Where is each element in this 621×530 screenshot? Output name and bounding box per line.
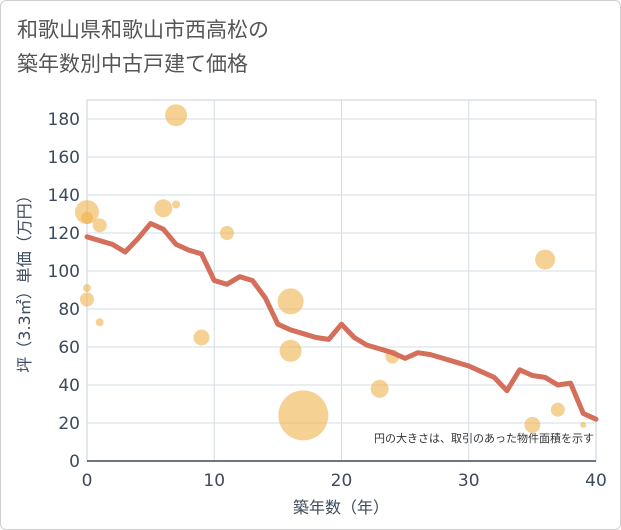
bubble-point <box>95 318 104 327</box>
bubble-point <box>278 390 329 441</box>
bubble-point <box>165 104 188 127</box>
x-tick-label: 10 <box>203 471 225 491</box>
bubble-size-note: 円の大きさは、取引のあった物件面積を示す <box>374 431 594 445</box>
bubble-point <box>580 421 587 428</box>
bubble-point <box>193 329 210 346</box>
bubble-point <box>370 379 389 398</box>
bubble-point <box>277 288 304 315</box>
y-tick-label: 160 <box>48 148 80 168</box>
y-tick-label: 0 <box>69 452 80 472</box>
bubble-point <box>83 284 91 293</box>
bubble-point <box>279 339 302 362</box>
y-tick-label: 80 <box>58 300 80 320</box>
bubble-point <box>92 218 107 233</box>
y-axis-label: 坪（3.3㎡）単価（万円） <box>15 187 34 372</box>
bubble-point <box>81 211 93 224</box>
y-tick-label: 120 <box>48 224 80 244</box>
average-price-line <box>84 221 599 422</box>
bubble-point <box>535 249 556 270</box>
bubble-point <box>550 402 565 417</box>
bubble-point <box>154 199 173 218</box>
x-tick-label: 30 <box>458 471 480 491</box>
bubble-point <box>172 200 181 209</box>
x-tick-label: 20 <box>331 471 353 491</box>
y-tick-label: 40 <box>58 376 80 396</box>
y-tick-label: 100 <box>48 262 80 282</box>
bubble-series <box>75 104 587 441</box>
y-axis-ticks: 0 20 40 60 80 100 120 140 160 180 <box>48 110 80 472</box>
bubble-point <box>80 292 94 307</box>
title-line-1: 和歌山県和歌山市西高松の <box>17 18 269 42</box>
y-tick-label: 180 <box>48 110 80 130</box>
x-axis-ticks: 0 10 20 30 40 <box>82 471 607 491</box>
y-tick-label: 20 <box>58 414 80 434</box>
x-tick-label: 40 <box>585 471 607 491</box>
chart-title: 和歌山県和歌山市西高松の 築年数別中古戸建て価格 <box>17 13 269 81</box>
x-axis-label: 築年数（年） <box>293 498 389 517</box>
y-tick-label: 60 <box>58 338 80 358</box>
average-line-series <box>84 221 599 422</box>
bubble-point <box>524 416 541 433</box>
y-tick-label: 140 <box>48 186 80 206</box>
title-line-2: 築年数別中古戸建て価格 <box>17 52 248 76</box>
bubble-point <box>219 226 234 240</box>
x-tick-label: 0 <box>82 471 93 491</box>
